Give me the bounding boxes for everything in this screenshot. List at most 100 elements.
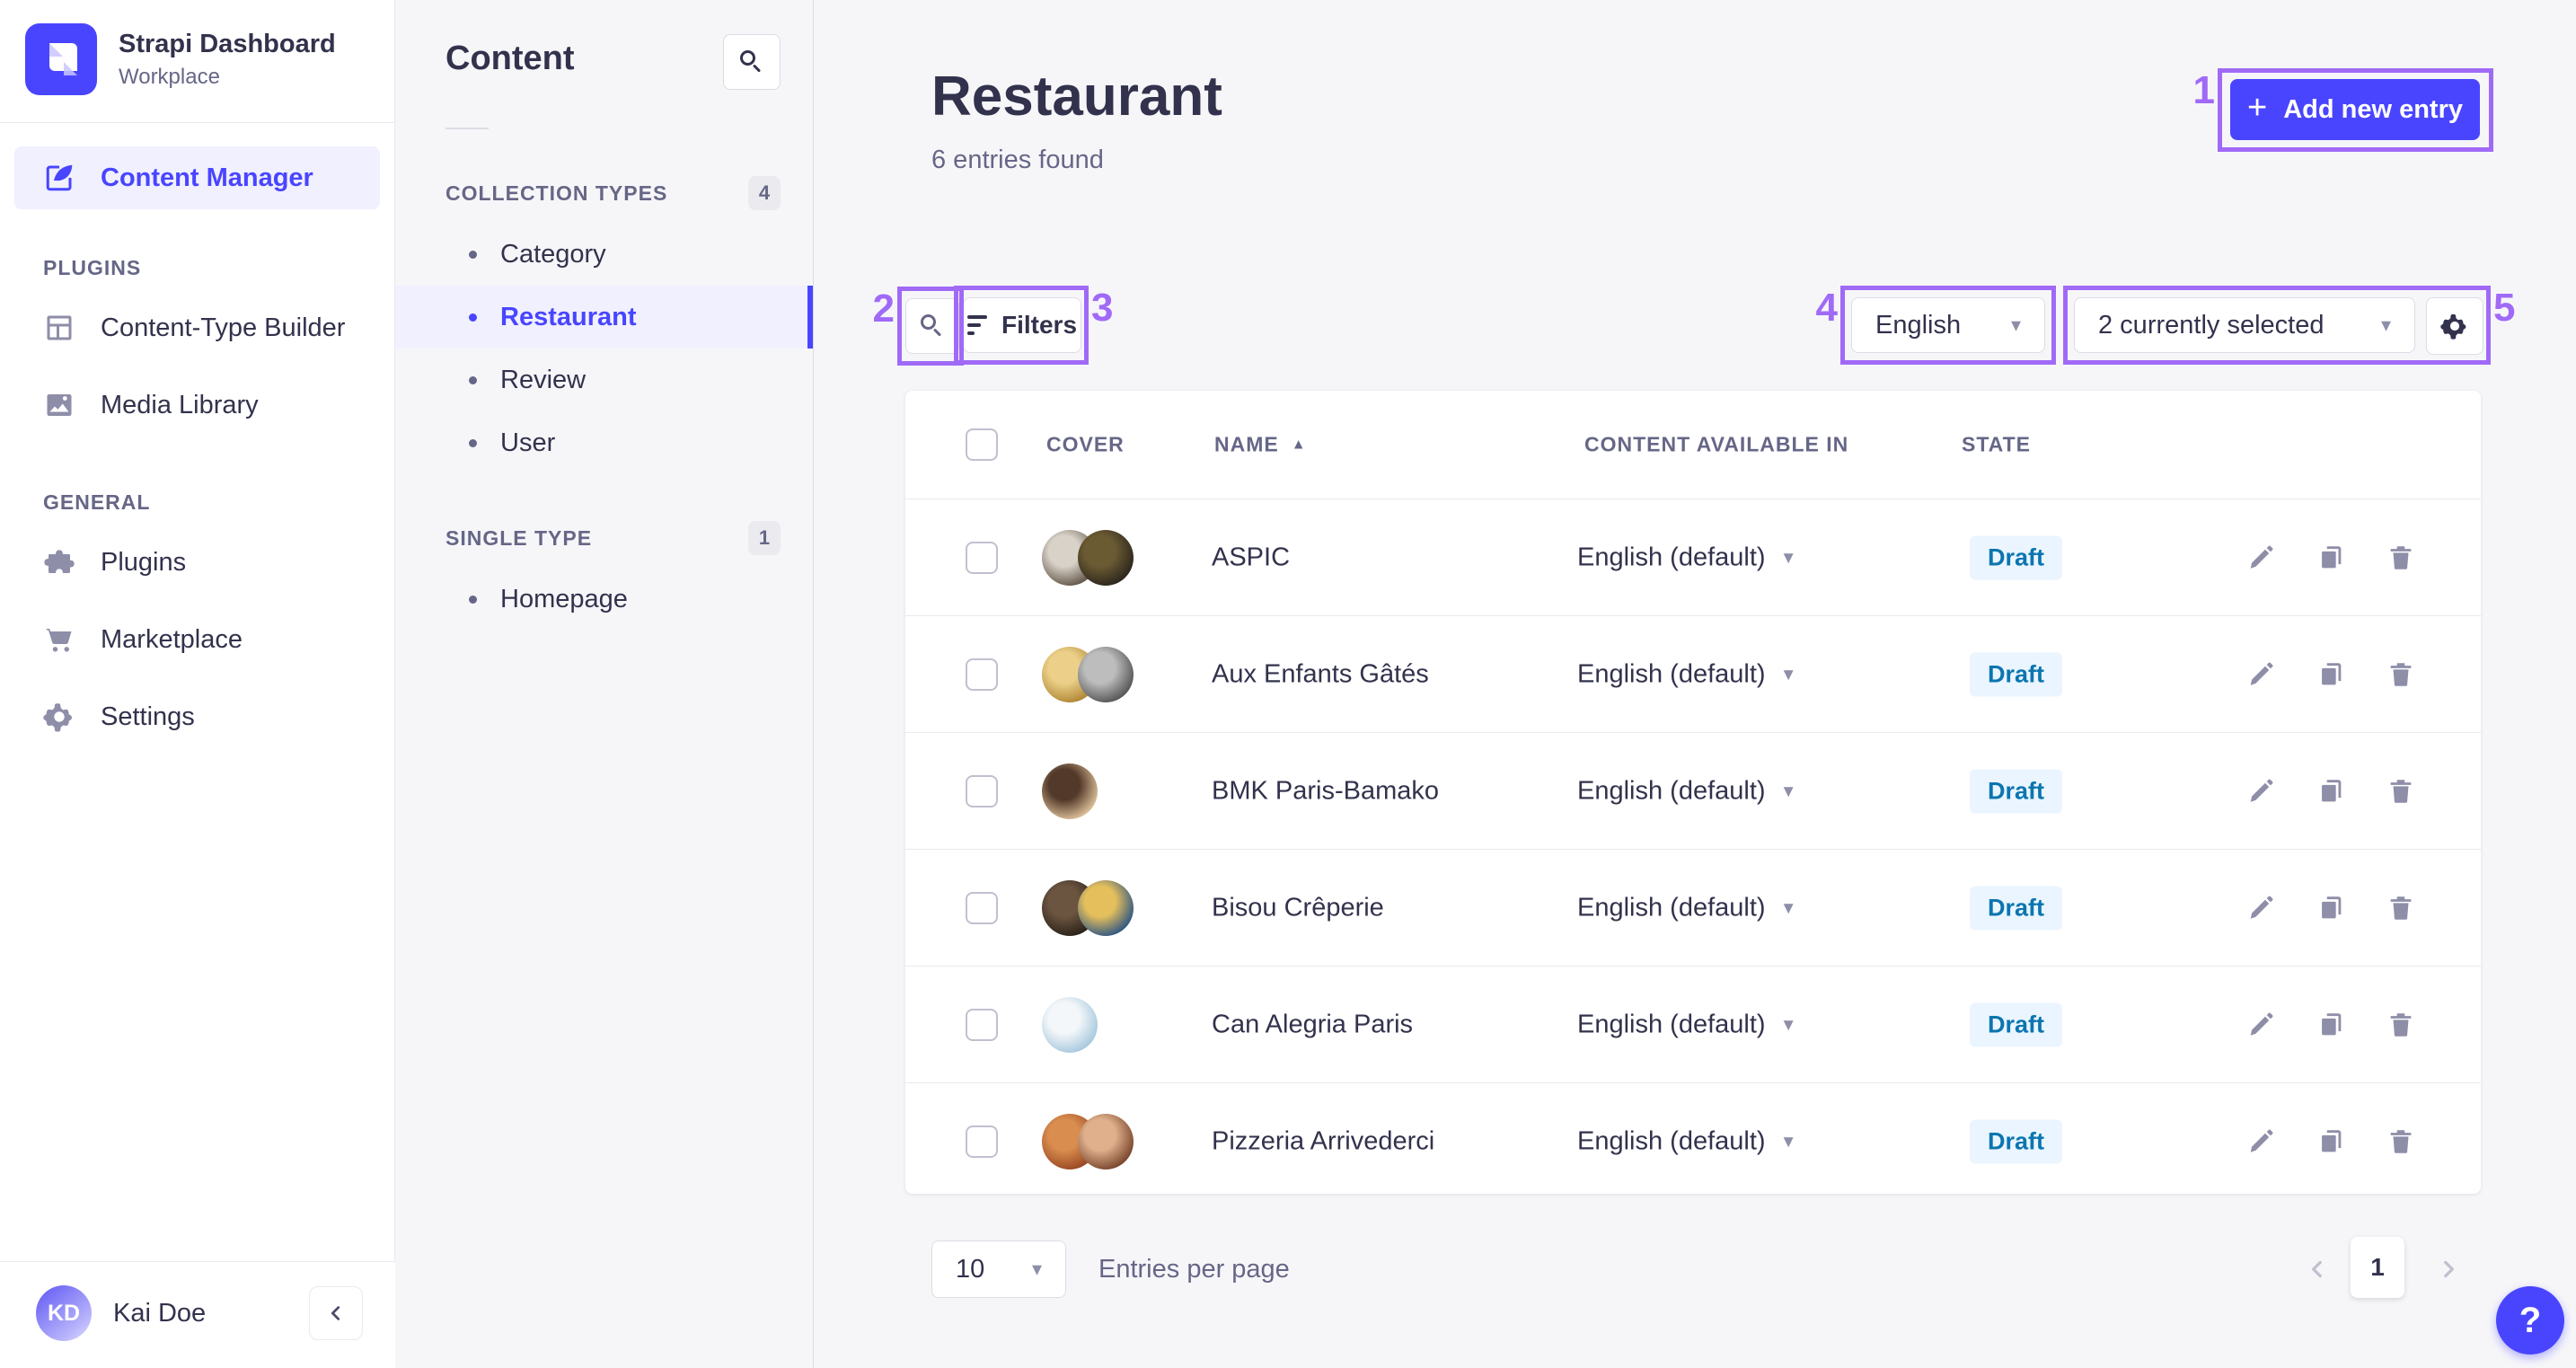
- duplicate-icon[interactable]: [2316, 543, 2346, 573]
- status-badge: Draft: [1970, 535, 2063, 579]
- bullet-icon: [469, 438, 477, 447]
- status-badge: Draft: [1970, 1119, 2063, 1163]
- content-subnav: Content COLLECTION TYPES 4 Category Rest…: [395, 0, 814, 1368]
- chevron-down-icon: ▾: [2380, 313, 2391, 336]
- state-cell: Draft: [1970, 886, 2063, 930]
- page-size-select[interactable]: 10 ▾: [931, 1240, 1066, 1298]
- state-cell: Draft: [1970, 535, 2063, 579]
- row-checkbox[interactable]: [966, 1125, 998, 1158]
- bullet-icon: [469, 313, 477, 322]
- cover-image: [1042, 996, 1098, 1053]
- locale-cell-select[interactable]: English (default) ▾: [1577, 893, 1794, 922]
- duplicate-icon[interactable]: [2316, 776, 2346, 807]
- duplicate-icon[interactable]: [2316, 1010, 2346, 1040]
- annotation-number: 4: [1815, 286, 1838, 330]
- annotation-number: 2: [872, 287, 895, 331]
- add-new-entry-button[interactable]: + Add new entry: [2230, 79, 2480, 140]
- edit-icon[interactable]: [2245, 659, 2276, 690]
- sidebar-item-plugins[interactable]: Plugins: [0, 524, 394, 601]
- sort-asc-icon: ▲: [1291, 437, 1307, 452]
- column-header-name[interactable]: NAME ▲: [1214, 433, 1307, 457]
- collapse-sidebar-button[interactable]: [309, 1286, 363, 1340]
- next-page-button[interactable]: [2427, 1248, 2470, 1291]
- chevron-down-icon: ▾: [1783, 896, 1794, 919]
- annotation-number: 5: [2493, 286, 2516, 330]
- chevron-down-icon: ▾: [1783, 1012, 1794, 1036]
- gear-icon: [2440, 312, 2469, 340]
- subnav-item-category[interactable]: Category: [395, 223, 813, 286]
- table-row[interactable]: ASPIC English (default) ▾ Draft: [905, 499, 2481, 615]
- subnav-search-button[interactable]: [723, 34, 781, 90]
- table-search-button[interactable]: [905, 298, 959, 354]
- table-row[interactable]: Pizzeria Arrivederci English (default) ▾ …: [905, 1082, 2481, 1199]
- duplicate-icon[interactable]: [2316, 659, 2346, 690]
- sidebar-item-marketplace[interactable]: Marketplace: [0, 601, 394, 678]
- row-actions: [2245, 659, 2416, 690]
- sidebar-item-content-manager[interactable]: Content Manager: [14, 146, 380, 209]
- trash-icon[interactable]: [2386, 1010, 2416, 1040]
- row-checkbox[interactable]: [966, 541, 998, 574]
- locale-cell-select[interactable]: English (default) ▾: [1577, 1010, 1794, 1039]
- edit-icon[interactable]: [2245, 543, 2276, 573]
- sidebar-item-content-type-builder[interactable]: Content-Type Builder: [0, 289, 394, 366]
- annotation-number: 1: [2192, 68, 2215, 112]
- duplicate-icon[interactable]: [2316, 1126, 2346, 1157]
- chevron-down-icon: ▾: [1783, 779, 1794, 802]
- locale-cell-select[interactable]: English (default) ▾: [1577, 659, 1794, 689]
- sidebar-item-label: Settings: [101, 702, 195, 731]
- filters-button[interactable]: Filters: [963, 297, 1081, 353]
- bullet-icon: [469, 595, 477, 604]
- duplicate-icon[interactable]: [2316, 893, 2346, 923]
- edit-icon[interactable]: [2245, 893, 2276, 923]
- chevron-down-icon: ▾: [1031, 1258, 1042, 1280]
- locale-cell-value: English (default): [1577, 893, 1766, 922]
- search-icon: [921, 314, 944, 338]
- edit-icon[interactable]: [2245, 776, 2276, 807]
- edit-icon[interactable]: [2245, 1126, 2276, 1157]
- trash-icon[interactable]: [2386, 776, 2416, 807]
- locale-cell-select[interactable]: English (default) ▾: [1577, 1126, 1794, 1156]
- help-button[interactable]: ?: [2496, 1286, 2564, 1355]
- subnav-title: Content: [446, 40, 575, 77]
- row-checkbox[interactable]: [966, 658, 998, 691]
- fields-select[interactable]: 2 currently selected ▾: [2074, 297, 2415, 353]
- table-row[interactable]: BMK Paris-Bamako English (default) ▾ Draf…: [905, 732, 2481, 849]
- table-row[interactable]: Aux Enfants Gâtés English (default) ▾ Dra…: [905, 615, 2481, 732]
- edit-icon[interactable]: [2245, 1010, 2276, 1040]
- cover-image: [1042, 763, 1098, 819]
- row-checkbox[interactable]: [966, 891, 998, 924]
- locale-cell-select[interactable]: English (default) ▾: [1577, 543, 1794, 572]
- column-header-content-available-in[interactable]: CONTENT AVAILABLE IN: [1584, 432, 1849, 456]
- puzzle-icon: [43, 546, 75, 578]
- subnav-item-review[interactable]: Review: [395, 349, 813, 411]
- column-header-cover[interactable]: COVER: [1046, 432, 1125, 456]
- chevron-left-icon: [331, 1306, 340, 1320]
- chevron-down-icon: ▾: [1783, 662, 1794, 685]
- subnav-item-user[interactable]: User: [395, 411, 813, 474]
- trash-icon[interactable]: [2386, 893, 2416, 923]
- trash-icon[interactable]: [2386, 1126, 2416, 1157]
- trash-icon[interactable]: [2386, 543, 2416, 573]
- cover-thumbnails: [1042, 1113, 1134, 1169]
- user-name: Kai Doe: [113, 1298, 207, 1328]
- chevron-down-icon: ▾: [2010, 313, 2021, 336]
- state-cell: Draft: [1970, 1002, 2063, 1046]
- page-number-button[interactable]: 1: [2351, 1237, 2404, 1298]
- subnav-item-homepage[interactable]: Homepage: [395, 568, 813, 631]
- subnav-item-restaurant[interactable]: Restaurant: [395, 286, 813, 349]
- view-settings-button[interactable]: [2426, 297, 2483, 355]
- table-header-row: COVER NAME ▲ CONTENT AVAILABLE IN STATE: [905, 391, 2481, 499]
- sidebar-item-media-library[interactable]: Media Library: [0, 366, 394, 444]
- table-row[interactable]: Bisou Crêperie English (default) ▾ Draft: [905, 849, 2481, 966]
- select-all-checkbox[interactable]: [966, 428, 998, 461]
- locale-select[interactable]: English ▾: [1851, 297, 2045, 353]
- locale-cell-value: English (default): [1577, 659, 1766, 688]
- row-checkbox[interactable]: [966, 1008, 998, 1041]
- previous-page-button[interactable]: [2296, 1248, 2339, 1291]
- sidebar-item-settings[interactable]: Settings: [0, 678, 394, 755]
- table-row[interactable]: Can Alegria Paris English (default) ▾ Dra…: [905, 966, 2481, 1082]
- locale-cell-select[interactable]: English (default) ▾: [1577, 776, 1794, 806]
- column-header-state[interactable]: STATE: [1962, 432, 2031, 456]
- trash-icon[interactable]: [2386, 659, 2416, 690]
- row-checkbox[interactable]: [966, 774, 998, 808]
